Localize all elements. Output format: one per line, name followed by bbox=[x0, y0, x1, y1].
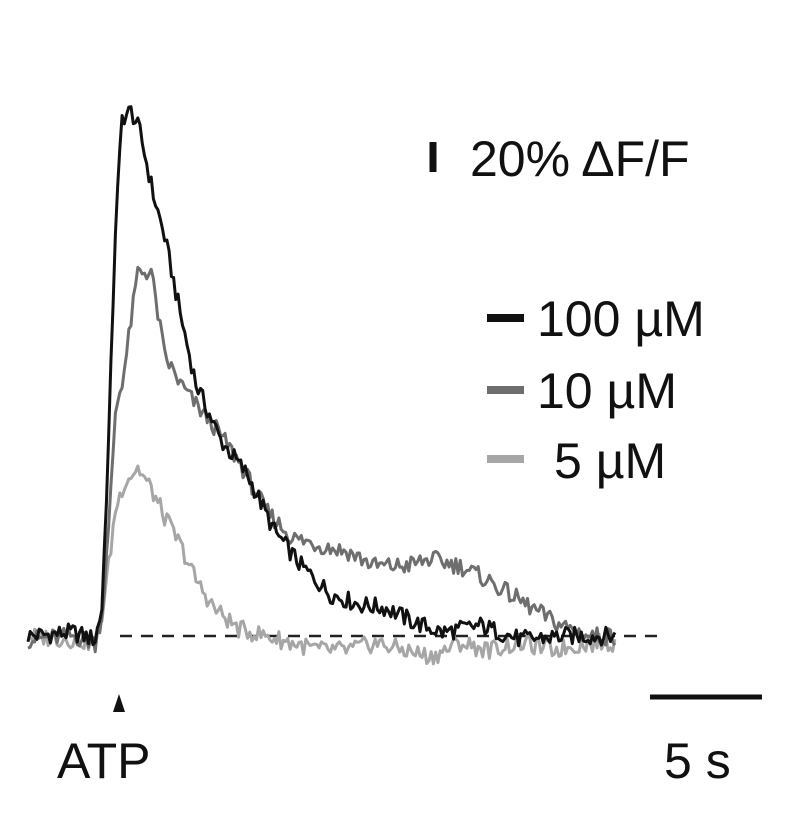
legend-label-100-um: 100 µM bbox=[537, 291, 705, 347]
legend-label-5-um: 5 µM bbox=[554, 433, 666, 489]
atp-label: ATP bbox=[57, 733, 151, 789]
y-scale-bar-label: 20% ΔF/F bbox=[470, 131, 690, 187]
trace-10-um bbox=[27, 265, 617, 654]
legend-label-10-um: 10 µM bbox=[537, 363, 677, 419]
legend: 100 µM 10 µM 5 µM bbox=[487, 291, 705, 489]
trace-100-um bbox=[26, 105, 617, 648]
x-scale-bar-label: 5 s bbox=[664, 733, 731, 789]
atp-arrowhead-marker bbox=[113, 694, 125, 712]
